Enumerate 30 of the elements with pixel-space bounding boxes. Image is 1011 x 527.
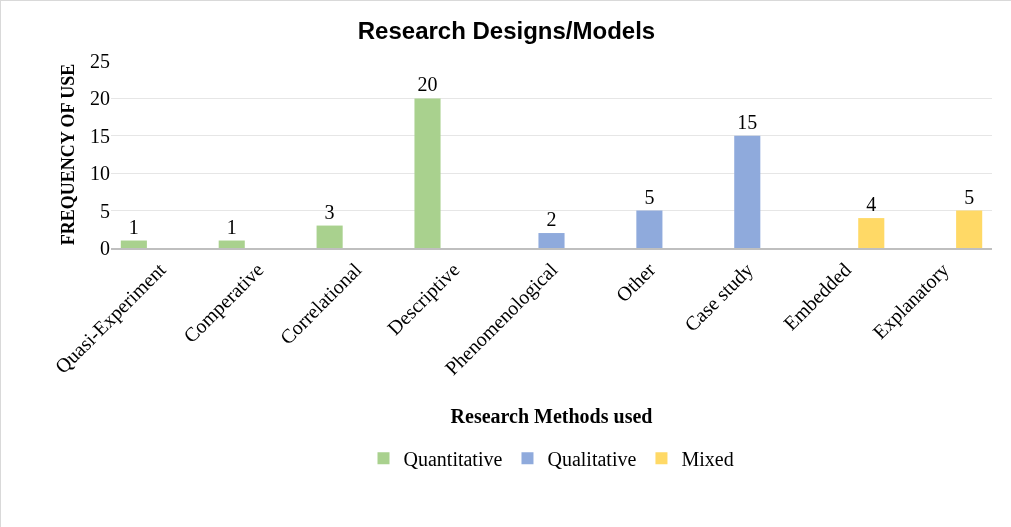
data-label: 2 bbox=[546, 208, 557, 231]
x-axis-title: Research Methods used bbox=[450, 404, 653, 427]
data-label: 5 bbox=[964, 185, 975, 208]
bar bbox=[538, 233, 565, 248]
chart-title: Research Designs/Models bbox=[357, 16, 656, 44]
y-tick-label: 25 bbox=[90, 50, 110, 72]
data-label: 15 bbox=[737, 110, 758, 133]
bar bbox=[120, 240, 147, 248]
data-label: 1 bbox=[226, 215, 237, 238]
bar bbox=[734, 135, 761, 248]
bar bbox=[956, 210, 983, 248]
legend-label: Qualitative bbox=[547, 448, 637, 471]
legend-label: Quantitative bbox=[403, 448, 503, 471]
legend-label: Mixed bbox=[681, 448, 734, 471]
bar bbox=[316, 225, 343, 248]
bar bbox=[218, 240, 245, 248]
bar bbox=[636, 210, 663, 248]
y-tick-label: 15 bbox=[90, 124, 110, 147]
data-label: 1 bbox=[128, 215, 139, 238]
data-label: 4 bbox=[866, 193, 877, 216]
y-tick-label: 10 bbox=[90, 162, 110, 185]
y-tick-label: 0 bbox=[100, 237, 110, 259]
y-tick-label: 20 bbox=[90, 87, 110, 110]
data-label: 20 bbox=[417, 73, 438, 96]
bar bbox=[858, 218, 885, 248]
y-tick-label: 5 bbox=[100, 199, 110, 222]
data-label: 5 bbox=[644, 185, 655, 208]
data-label: 3 bbox=[324, 200, 335, 223]
y-axis-title: FREQUENCY OF USE bbox=[58, 63, 79, 246]
bar bbox=[414, 98, 441, 248]
